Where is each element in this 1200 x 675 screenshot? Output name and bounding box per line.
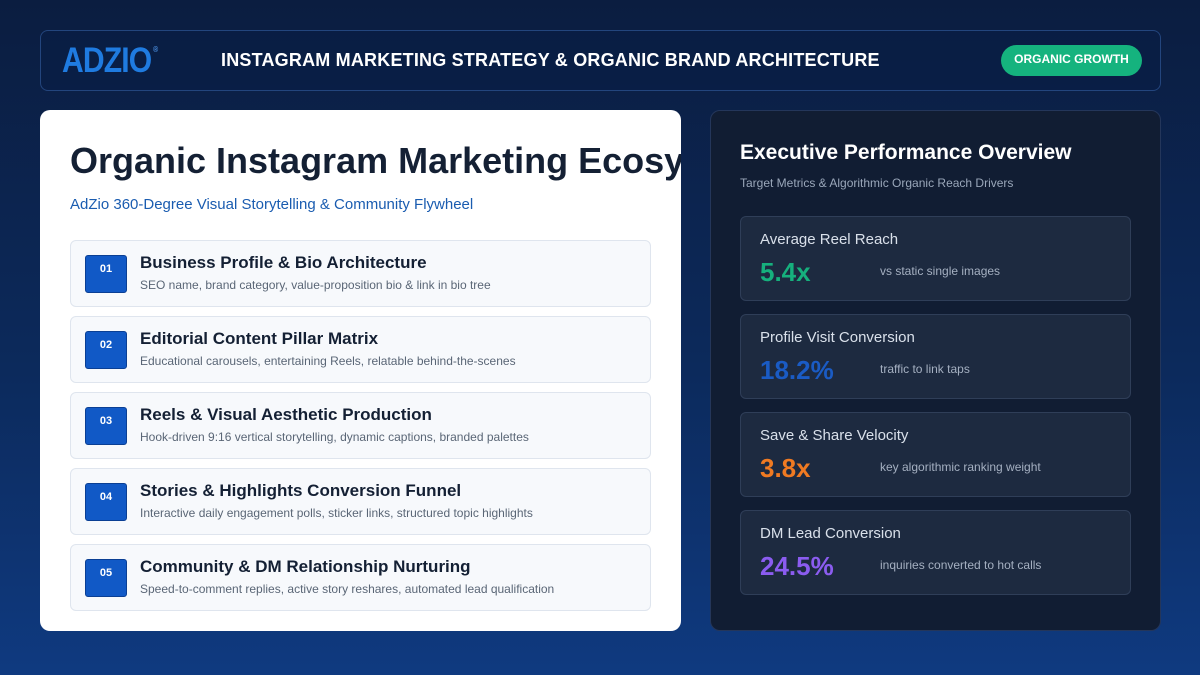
ecosystem-subtitle: AdZio 360-Degree Visual Storytelling & C… <box>70 196 474 213</box>
header-title: INSTAGRAM MARKETING STRATEGY & ORGANIC B… <box>221 50 880 70</box>
overview-subtitle: Target Metrics & Algorithmic Organic Rea… <box>740 176 1014 190</box>
pillar-description: Interactive daily engagement polls, stic… <box>140 506 533 520</box>
metric-value: 18.2% <box>760 355 834 385</box>
pillar-item-03: 03 Reels & Visual Aesthetic Production H… <box>70 392 651 459</box>
pillar-item-05: 05 Community & DM Relationship Nurturing… <box>70 544 651 611</box>
metric-note: inquiries converted to hot calls <box>880 558 1042 572</box>
pillar-title: Editorial Content Pillar Matrix <box>140 329 379 348</box>
step-number-badge: 02 <box>85 331 127 369</box>
ecosystem-title: Organic Instagram Marketing Ecosystem <box>70 140 681 181</box>
pillar-title: Reels & Visual Aesthetic Production <box>140 405 432 424</box>
metric-value: 5.4x <box>760 257 811 287</box>
step-number-badge: 03 <box>85 407 127 445</box>
pillar-title: Community & DM Relationship Nurturing <box>140 557 471 576</box>
metric-label: Profile Visit Conversion <box>760 329 915 346</box>
metric-value: 3.8x <box>760 453 811 483</box>
step-number-badge: 05 <box>85 559 127 597</box>
metric-label: Save & Share Velocity <box>760 427 909 444</box>
overview-title: Executive Performance Overview <box>740 141 1072 164</box>
metric-label: Average Reel Reach <box>760 231 899 248</box>
metric-note: key algorithmic ranking weight <box>880 460 1041 474</box>
performance-overview-panel: Executive Performance Overview Target Me… <box>710 110 1161 631</box>
pillar-description: Speed-to-comment replies, active story r… <box>140 582 555 596</box>
pillar-item-02: 02 Editorial Content Pillar Matrix Educa… <box>70 316 651 383</box>
step-number-badge: 04 <box>85 483 127 521</box>
pillar-item-01: 01 Business Profile & Bio Architecture S… <box>70 240 651 307</box>
metric-note: vs static single images <box>880 264 1001 278</box>
adzio-logo[interactable]: ADZIO ® <box>62 41 159 81</box>
top-header-bar: ADZIO ® INSTAGRAM MARKETING STRATEGY & OR… <box>40 30 1161 91</box>
pillar-description: Hook-driven 9:16 vertical storytelling, … <box>140 430 529 444</box>
registered-mark: ® <box>153 45 159 54</box>
metric-card-save-share: Save & Share Velocity 3.8x key algorithm… <box>740 412 1131 497</box>
pillar-title: Stories & Highlights Conversion Funnel <box>140 481 462 500</box>
pillar-item-04: 04 Stories & Highlights Conversion Funne… <box>70 468 651 535</box>
metric-label: DM Lead Conversion <box>760 525 901 542</box>
pillar-title: Business Profile & Bio Architecture <box>140 253 427 272</box>
step-number-badge: 01 <box>85 255 127 293</box>
ecosystem-card: Organic Instagram Marketing Ecosystem Ad… <box>40 110 681 631</box>
metric-note: traffic to link taps <box>880 362 970 376</box>
pillar-description: Educational carousels, entertaining Reel… <box>140 354 516 368</box>
logo-text: ADZIO <box>62 41 152 80</box>
metric-card-dm-lead: DM Lead Conversion 24.5% inquiries conve… <box>740 510 1131 595</box>
organic-growth-badge: ORGANIC GROWTH <box>1001 45 1142 76</box>
metric-card-profile-visit: Profile Visit Conversion 18.2% traffic t… <box>740 314 1131 399</box>
pillar-description: SEO name, brand category, value-proposit… <box>140 278 491 292</box>
metric-card-reel-reach: Average Reel Reach 5.4x vs static single… <box>740 216 1131 301</box>
metric-value: 24.5% <box>760 551 834 581</box>
